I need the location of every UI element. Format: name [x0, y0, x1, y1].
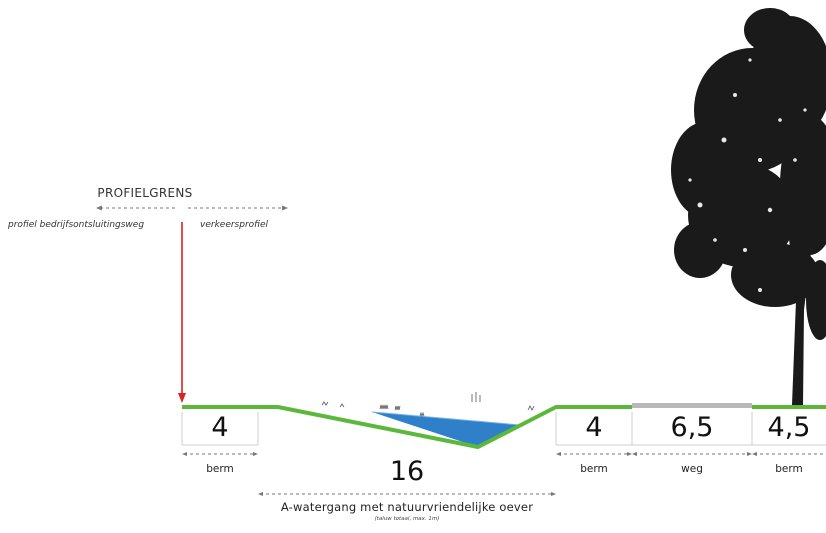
water-surface	[371, 411, 521, 426]
dimension-dividers	[181, 412, 826, 446]
segment-note-watergang: (taluw totaal, max. 1m)	[374, 516, 440, 522]
road-surface	[632, 403, 752, 408]
segment-label-weg: weg	[681, 463, 703, 475]
bank-vegetation	[321, 392, 535, 418]
segment-width-watergang: 16	[389, 456, 425, 487]
profielgrens-left-label: profiel bedrijfsontsluitingsweg	[8, 220, 145, 230]
profile-boundary-arrow	[178, 222, 186, 403]
segment-width-berm-middle: 4	[585, 412, 603, 443]
water-body	[372, 412, 520, 447]
segment-width-weg: 6,5	[670, 412, 714, 443]
segment-width-berm-left: 4	[211, 412, 229, 443]
segment-width-berm-right: 4,5	[767, 412, 811, 443]
ground-line	[182, 405, 632, 449]
segment-label-berm-middle: berm	[580, 463, 608, 475]
tree-silhouette	[671, 8, 826, 405]
segment-label-berm-left: berm	[206, 463, 234, 475]
dimension-arrows	[184, 453, 824, 495]
profielgrens-span	[96, 205, 288, 211]
profielgrens-right-label: verkeersprofiel	[200, 220, 269, 230]
segment-label-watergang: A-watergang met natuurvriendelijke oever	[280, 500, 534, 514]
profielgrens-title: PROFIELGRENS	[97, 186, 193, 200]
segment-label-berm-right: berm	[775, 463, 803, 475]
dimension-arrowheads	[182, 452, 757, 496]
